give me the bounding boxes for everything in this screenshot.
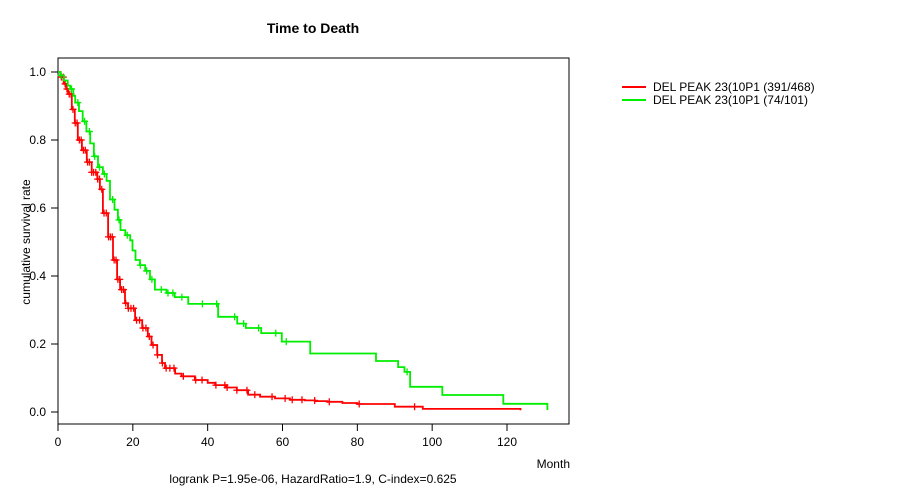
x-tick-label: 40 (201, 435, 215, 449)
x-tick-label: 80 (351, 435, 365, 449)
y-axis-label: cumulative survival rate (19, 179, 33, 305)
x-tick-label: 100 (422, 435, 442, 449)
y-tick-label: 0.2 (29, 337, 46, 351)
legend-label-1: DEL PEAK 23(10P1 (74/101) (653, 93, 808, 107)
y-tick-label: 1.0 (29, 65, 46, 79)
legend: DEL PEAK 23(10P1 (391/468) DEL PEAK 23(1… (622, 80, 815, 107)
y-tick-label: 0.8 (29, 133, 46, 147)
x-tick-label: 120 (497, 435, 517, 449)
x-axis-label: Month (537, 457, 570, 471)
y-tick-label: 0.6 (29, 201, 46, 215)
y-tick-label: 0.4 (29, 269, 46, 283)
survival-curve-0 (58, 71, 522, 411)
survival-curves (57, 71, 549, 411)
footer-stats: logrank P=1.95e-06, HazardRatio=1.9, C-i… (169, 472, 457, 486)
axis-ticks: 0 20 40 60 80 100 120 0.0 0.2 0.4 0.6 0.8 1.0 (29, 65, 517, 449)
x-tick-label: 60 (276, 435, 290, 449)
x-tick-label: 0 (55, 435, 62, 449)
survival-curve-1 (58, 71, 549, 410)
legend-label-0: DEL PEAK 23(10P1 (391/468) (653, 80, 815, 94)
plot-box (57, 57, 570, 425)
chart-title: Time to Death (267, 20, 359, 36)
y-tick-label: 0.0 (29, 405, 46, 419)
x-tick-label: 20 (126, 435, 140, 449)
